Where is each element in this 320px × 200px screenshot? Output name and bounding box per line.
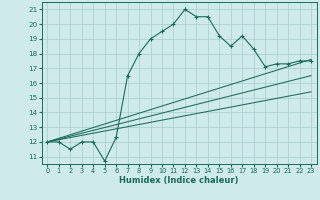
X-axis label: Humidex (Indice chaleur): Humidex (Indice chaleur) (119, 176, 239, 185)
